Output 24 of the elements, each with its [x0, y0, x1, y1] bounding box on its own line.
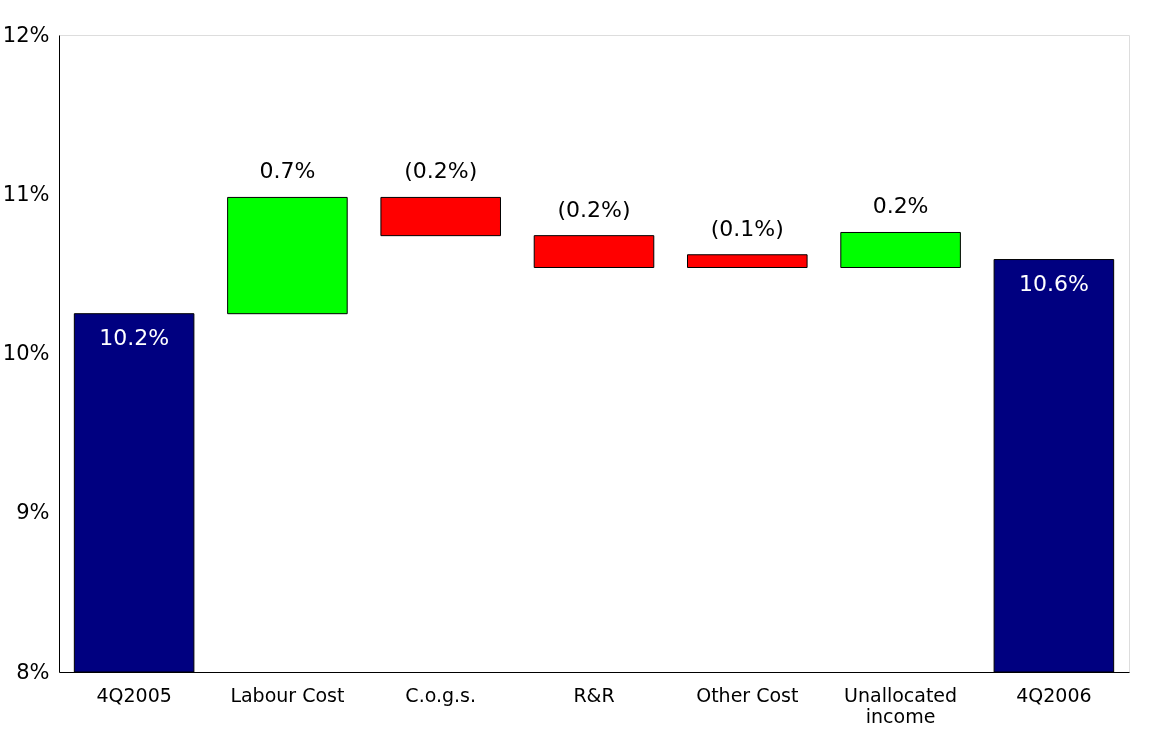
bar: [380, 196, 501, 237]
data-label: 0.7%: [259, 158, 316, 184]
y-tick-label: 8%: [16, 659, 50, 684]
x-tick-label: 4Q2005: [96, 683, 172, 706]
bar: [227, 196, 348, 315]
data-label: (0.2%): [404, 158, 478, 184]
data-label: 0.2%: [872, 193, 929, 219]
x-tick-label: R&R: [573, 683, 615, 706]
bar: [687, 254, 808, 269]
y-tick-label: 10%: [2, 341, 50, 365]
x-tick-label: C.o.g.s.: [405, 683, 477, 706]
y-tick-label: 11%: [2, 181, 50, 206]
bar: [533, 235, 655, 268]
x-tick-label: 4Q2006: [1016, 683, 1092, 706]
data-label: (0.2%): [557, 196, 631, 222]
x-tick-label: Other Cost: [696, 683, 799, 706]
data-label: 10.2%: [99, 324, 170, 350]
y-tick-label: 12%: [2, 22, 50, 47]
bar: [840, 231, 961, 269]
x-tick-label: Unallocated income: [844, 683, 958, 727]
data-label: (0.1%): [710, 215, 784, 241]
y-tick-label: 9%: [16, 500, 50, 525]
data-label: 10.6%: [1018, 270, 1089, 296]
x-tick-label: Labour Cost: [230, 683, 345, 706]
